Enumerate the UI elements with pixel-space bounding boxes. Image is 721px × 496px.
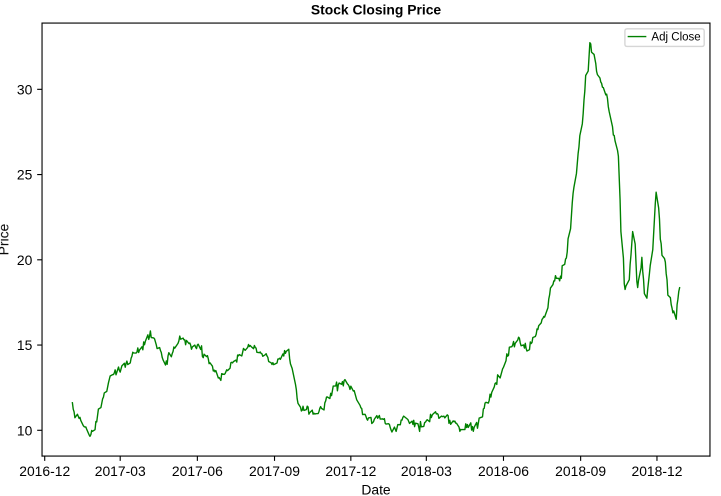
svg-text:2018-06: 2018-06 [478, 463, 529, 479]
svg-text:2017-06: 2017-06 [172, 463, 223, 479]
svg-text:2016-12: 2016-12 [19, 463, 70, 479]
svg-text:Price: Price [0, 223, 11, 255]
svg-text:Stock Closing Price: Stock Closing Price [311, 2, 442, 18]
svg-text:2018-12: 2018-12 [632, 463, 683, 479]
svg-text:2017-09: 2017-09 [249, 463, 300, 479]
svg-text:2018-09: 2018-09 [555, 463, 606, 479]
svg-text:2017-12: 2017-12 [325, 463, 376, 479]
svg-text:10: 10 [17, 422, 33, 438]
svg-text:20: 20 [17, 252, 33, 268]
svg-text:30: 30 [17, 81, 33, 97]
svg-text:15: 15 [17, 337, 33, 353]
svg-text:2017-03: 2017-03 [95, 463, 146, 479]
svg-text:2018-03: 2018-03 [401, 463, 452, 479]
svg-text:25: 25 [17, 167, 33, 183]
svg-text:Date: Date [361, 481, 391, 496]
svg-text:Adj Close: Adj Close [651, 32, 700, 44]
